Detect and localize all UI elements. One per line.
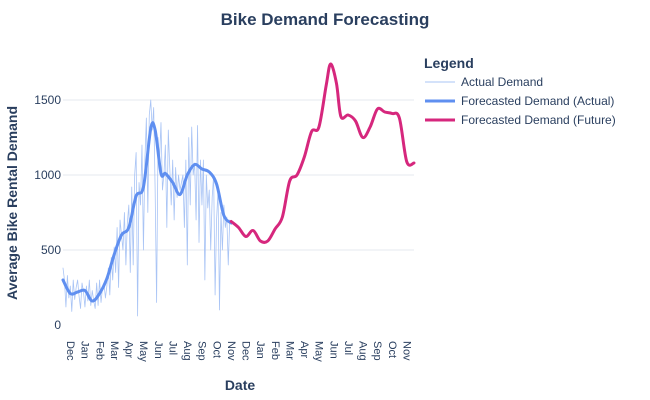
y-axis: 0 500 1000 1500: [34, 93, 61, 332]
x-tick-label: Oct: [386, 341, 398, 358]
x-tick-label: Jul: [342, 341, 354, 355]
grid-lines: [63, 99, 414, 251]
x-tick-label: Sep: [371, 341, 383, 361]
plot-area: [61, 62, 416, 317]
chart-title: Bike Demand Forecasting: [221, 10, 430, 29]
x-tick-label: Oct: [210, 341, 222, 358]
x-tick-label: Aug: [181, 341, 193, 361]
x-tick-label: Aug: [357, 341, 369, 361]
y-tick-label: 0: [54, 318, 61, 332]
x-tick-label: Feb: [269, 341, 281, 360]
series-line-2: [229, 62, 416, 244]
x-tick-label: Mar: [108, 341, 120, 360]
x-tick-label: Feb: [93, 341, 105, 360]
y-tick-label: 500: [41, 243, 61, 257]
legend-title: Legend: [424, 55, 474, 71]
x-tick-label: Nov: [400, 341, 412, 361]
series-line-1: [61, 121, 233, 303]
x-tick-label: Sep: [196, 341, 208, 361]
x-tick-label: Apr: [298, 341, 310, 358]
x-tick-label: May: [137, 341, 149, 362]
x-tick-label: Jan: [254, 341, 266, 359]
x-tick-label: Jul: [166, 341, 178, 355]
y-axis-title: Average Bike Rental Demand: [4, 106, 20, 300]
x-axis-title: Date: [225, 377, 256, 393]
y-tick-label: 1500: [34, 93, 61, 107]
x-tick-label: Jan: [79, 341, 91, 359]
x-axis: Dec Jan Feb Mar Apr May Jun Jul Aug Sep Oct Nov Dec J…: [64, 341, 412, 362]
x-tick-label: Mar: [283, 341, 295, 360]
x-tick-label: Jun: [327, 341, 339, 359]
legend-label-0: Actual Demand: [461, 75, 543, 89]
x-tick-label: May: [313, 341, 325, 362]
x-tick-label: Nov: [225, 341, 237, 361]
series-line-0: [62, 99, 231, 317]
y-tick-label: 1000: [34, 168, 61, 182]
legend-label-1: Forecasted Demand (Actual): [461, 94, 614, 108]
legend-label-2: Forecasted Demand (Future): [461, 113, 616, 127]
x-tick-label: Dec: [240, 341, 252, 361]
legend: Legend Actual Demand Forecasted Demand (A…: [424, 55, 616, 127]
x-tick-label: Dec: [64, 341, 76, 361]
x-tick-label: Jun: [152, 341, 164, 359]
x-tick-label: Apr: [123, 341, 135, 358]
